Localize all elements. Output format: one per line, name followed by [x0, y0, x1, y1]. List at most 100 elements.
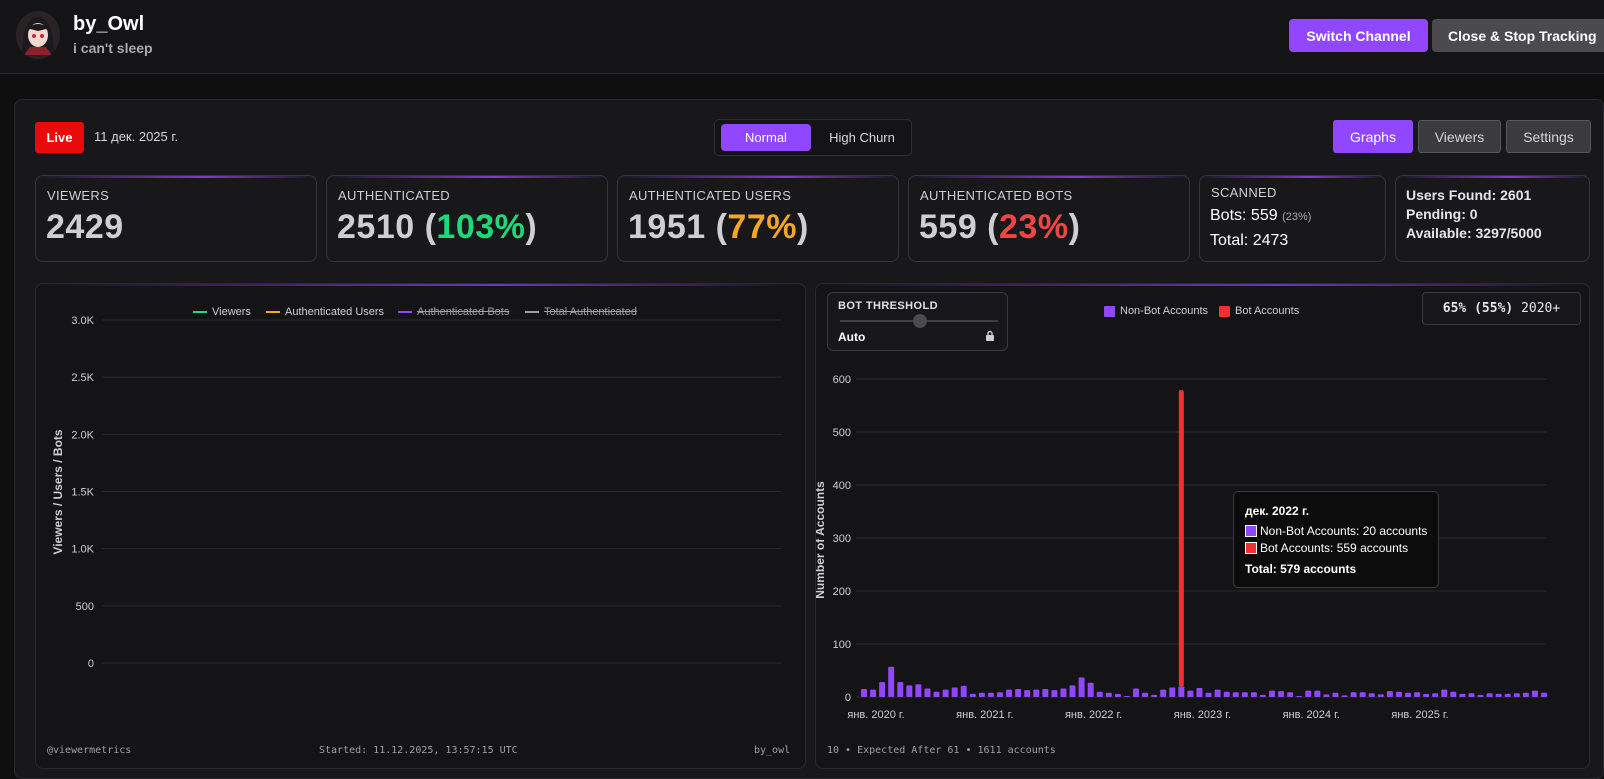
auth-bots-label: AUTHENTICATED BOTS	[920, 188, 1073, 203]
x-tick-label: янв. 2022 г.	[1065, 709, 1122, 721]
legend-swatch	[193, 311, 207, 313]
bar-non-bot	[1169, 687, 1176, 697]
bar-non-bot	[1105, 692, 1112, 697]
avatar-image	[16, 11, 60, 59]
legend-item[interactable]: Viewers	[193, 306, 251, 318]
y-tick-label: 500	[833, 427, 851, 439]
pending: Pending: 0	[1406, 206, 1478, 222]
y-axis-label: Viewers / Users / Bots	[51, 429, 65, 555]
close-stop-tracking-button[interactable]: Close & Stop Tracking	[1432, 19, 1604, 52]
bar-non-bot	[1133, 688, 1139, 697]
top-bar: by_Owl i can't sleep Switch Channel Clos…	[0, 0, 1604, 74]
viewers-chart-container	[35, 283, 806, 769]
authenticated-pct: 103%	[436, 208, 526, 246]
legend-swatch	[1104, 305, 1115, 317]
x-tick-label: янв. 2025 г.	[1391, 709, 1448, 721]
bar-non-bot	[987, 692, 994, 697]
scanned-total: Total: 2473	[1210, 232, 1288, 250]
auth-users-pct: 77%	[727, 208, 797, 246]
bar-non-bot	[1196, 687, 1203, 697]
authenticated-value: 2510 (103%)	[337, 208, 538, 246]
scanned-bots-pct: (23%)	[1282, 211, 1312, 223]
footer-channel: by_owl	[754, 745, 791, 756]
bar-non-bot	[1432, 693, 1439, 697]
bar-non-bot	[1178, 686, 1185, 697]
bar-non-bot	[1504, 693, 1511, 697]
bar-non-bot	[924, 688, 931, 697]
y-tick-label: 600	[833, 374, 851, 386]
bar-non-bot	[1015, 689, 1022, 697]
footer-watermark: @viewermetrics	[47, 745, 132, 756]
pct-value: 65%	[1442, 301, 1467, 316]
authenticated-label: AUTHENTICATED	[338, 188, 450, 203]
channel-name: by_Owl	[73, 13, 145, 35]
tooltip-non-bot: Non-Bot Accounts: 20 accounts	[1245, 524, 1427, 538]
bot-threshold-panel: BOT THRESHOLD Auto	[827, 292, 1008, 351]
pct-secondary: (55%)	[1474, 301, 1514, 316]
y-tick-label: 1.0K	[71, 544, 94, 556]
tooltip-bot-text: Bot Accounts: 559 accounts	[1260, 541, 1409, 555]
mode-high-churn-button[interactable]: High Churn	[829, 130, 895, 145]
lock-icon[interactable]	[985, 330, 995, 344]
bar-non-bot	[1042, 689, 1049, 697]
legend-item[interactable]: Authenticated Bots	[398, 306, 509, 318]
bar-non-bot	[1214, 689, 1221, 697]
y-tick-label: 2.0K	[71, 429, 94, 441]
bar-non-bot	[1069, 685, 1076, 697]
bar-non-bot	[1405, 692, 1411, 697]
bar-non-bot	[1486, 693, 1493, 697]
bar-non-bot	[1114, 693, 1121, 697]
auth-bots-pct: 23%	[999, 208, 1069, 246]
mode-normal-button[interactable]: Normal	[721, 124, 811, 151]
tab-graphs[interactable]: Graphs	[1333, 120, 1413, 153]
auth-bots-card: AUTHENTICATED BOTS 559 (23%)	[908, 175, 1190, 262]
bar-non-bot	[1531, 690, 1538, 697]
x-tick-label: янв. 2021 г.	[956, 709, 1013, 721]
accounts-chart-footer: 10 • Expected After 61 • 1611 accounts	[827, 745, 1056, 756]
scanned-card: SCANNED Bots: 559 (23%) Total: 2473	[1199, 175, 1386, 262]
x-tick-label: янв. 2020 г.	[847, 709, 904, 721]
legend-item[interactable]: Authenticated Users	[266, 306, 384, 318]
bar-non-bot	[1377, 694, 1384, 697]
legend-item[interactable]: Non-Bot Accounts	[1104, 305, 1208, 317]
y-tick-label: 1.5K	[71, 487, 94, 499]
legend-item[interactable]: Total Authenticated	[525, 306, 637, 318]
bar-non-bot	[1386, 691, 1393, 697]
bar-non-bot	[1305, 690, 1312, 697]
bar-non-bot	[897, 682, 904, 697]
available-label: Available:	[1406, 225, 1472, 241]
bar-non-bot	[1151, 694, 1158, 697]
bot-percentage-box: 65% (55%) 2020+	[1422, 292, 1581, 325]
legend-label: Authenticated Users	[285, 306, 385, 318]
bar-non-bot	[1468, 693, 1475, 697]
bar-non-bot	[960, 685, 967, 697]
switch-channel-button[interactable]: Switch Channel	[1289, 19, 1428, 52]
bar-non-bot	[933, 691, 940, 697]
footer-started: Started: 11.12.2025, 13:57:15 UTC	[319, 745, 518, 756]
legend-swatch	[525, 311, 539, 313]
legend-swatch	[398, 311, 412, 313]
bar-non-bot	[1414, 692, 1421, 697]
auth-users-card: AUTHENTICATED USERS 1951 (77%)	[617, 175, 899, 262]
bar-non-bot	[1541, 692, 1547, 697]
bot-swatch	[1245, 542, 1257, 554]
viewers-value: 2429	[46, 208, 124, 247]
bar-non-bot	[1060, 688, 1067, 697]
bar-non-bot	[1278, 691, 1285, 697]
bar-non-bot	[1332, 692, 1339, 697]
tab-viewers[interactable]: Viewers	[1418, 120, 1501, 153]
bar-non-bot	[1259, 694, 1266, 697]
channel-avatar[interactable]	[16, 11, 60, 59]
tooltip-total: Total: 579 accounts	[1245, 562, 1357, 576]
scanned-total-label: Total:	[1210, 232, 1249, 249]
x-tick-label: янв. 2024 г.	[1283, 709, 1340, 721]
legend-item[interactable]: Bot Accounts	[1219, 305, 1299, 317]
bar-non-bot	[870, 689, 877, 697]
tab-settings[interactable]: Settings	[1506, 120, 1591, 153]
bot-threshold-label: BOT THRESHOLD	[838, 300, 938, 312]
authenticated-card: AUTHENTICATED 2510 (103%)	[326, 175, 608, 262]
bar-non-bot	[1024, 690, 1031, 697]
users-found-card: Users Found: 2601 Pending: 0 Available: …	[1395, 175, 1590, 262]
chart-tooltip: дек. 2022 г. Non-Bot Accounts: 20 accoun…	[1233, 491, 1439, 588]
bot-threshold-slider-handle[interactable]	[913, 314, 927, 328]
